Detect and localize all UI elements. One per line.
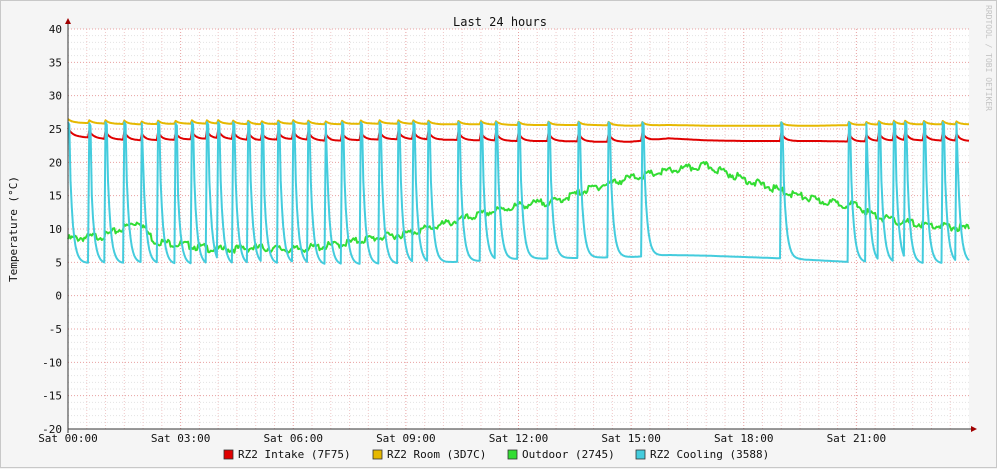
chart-title: Last 24 hours bbox=[453, 15, 547, 29]
series-lines bbox=[67, 118, 970, 265]
legend: RZ2 Intake (7F75) RZ2 Room (3D7C) Outdoor … bbox=[223, 448, 769, 461]
y-tick-label: 10 bbox=[49, 223, 62, 236]
x-tick-label: Sat 18:00 bbox=[714, 432, 774, 445]
y-tick-label: 0 bbox=[55, 290, 62, 303]
legend-label: Outdoor (2745) bbox=[522, 448, 615, 461]
y-tick-label: -5 bbox=[49, 323, 62, 336]
y-tick-label: -10 bbox=[42, 356, 62, 369]
x-tick-label: Sat 09:00 bbox=[376, 432, 436, 445]
x-tick-label: Sat 21:00 bbox=[827, 432, 887, 445]
legend-swatch bbox=[507, 449, 518, 460]
y-tick-label: -15 bbox=[42, 390, 62, 403]
x-axis-arrow bbox=[971, 426, 977, 432]
x-tick-label: Sat 03:00 bbox=[151, 432, 211, 445]
legend-swatch bbox=[635, 449, 646, 460]
x-tick-label: Sat 15:00 bbox=[601, 432, 661, 445]
legend-swatch bbox=[223, 449, 234, 460]
legend-label: RZ2 Cooling (3588) bbox=[650, 448, 769, 461]
y-tick-label: 35 bbox=[49, 56, 62, 69]
grid bbox=[67, 28, 969, 430]
x-tick-labels: Sat 00:00 Sat 03:00 Sat 06:00 Sat 09:00 Sat … bbox=[38, 432, 886, 445]
y-axis-arrow bbox=[65, 18, 71, 24]
series-line-rz2-3 bbox=[67, 121, 970, 265]
x-tick-label: Sat 00:00 bbox=[38, 432, 98, 445]
x-tick-label: Sat 12:00 bbox=[489, 432, 549, 445]
y-tick-label: 25 bbox=[49, 123, 62, 136]
y-tick-label: 15 bbox=[49, 190, 62, 203]
y-tick-label: 5 bbox=[55, 256, 62, 269]
legend-label: RZ2 Intake (7F75) bbox=[238, 448, 351, 461]
y-tick-label: -20 bbox=[42, 423, 62, 436]
legend-swatch bbox=[372, 449, 383, 460]
y-tick-label: 30 bbox=[49, 90, 62, 103]
y-tick-labels: 40 35 30 25 20 15 10 5 0 -5 -10 -15 -20 bbox=[42, 23, 62, 436]
rrdtool-watermark: RRDTOOL / TOBI OETIKER bbox=[984, 5, 993, 111]
axes bbox=[65, 18, 977, 433]
legend-label: RZ2 Room (3D7C) bbox=[387, 448, 486, 461]
y-tick-label: 20 bbox=[49, 156, 62, 169]
y-axis-label: Temperature (°C) bbox=[7, 176, 20, 282]
x-tick-label: Sat 06:00 bbox=[263, 432, 323, 445]
y-tick-label: 40 bbox=[49, 23, 62, 36]
